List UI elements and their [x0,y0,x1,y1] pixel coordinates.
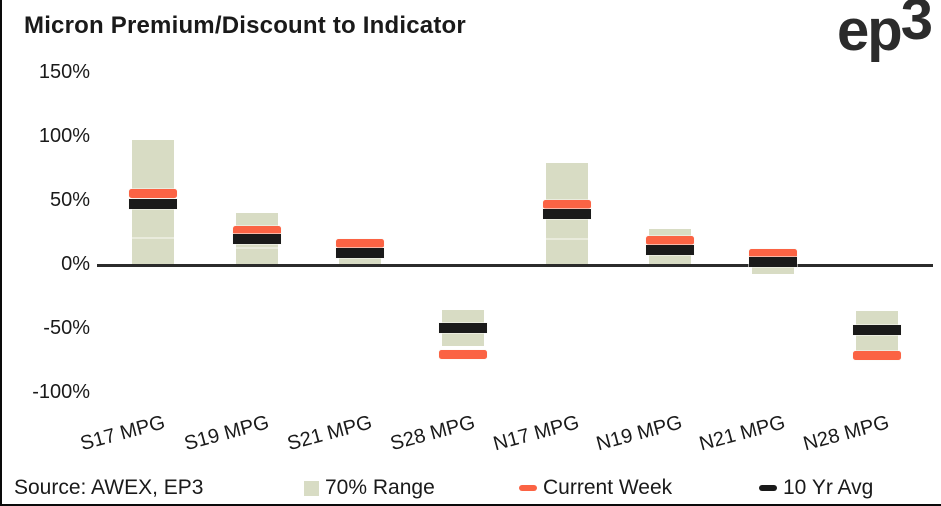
x-axis-label-s17-mpg: S17 MPG [78,411,168,456]
current-week-marker [853,351,901,361]
ep3-logo: ep3 [837,0,933,66]
ten-yr-avg-marker [336,248,384,259]
current-week-marker [233,225,281,235]
y-axis-label: 150% [38,61,90,83]
range-divider [132,236,174,239]
y-axis-label: -100% [32,381,90,403]
x-axis-line [97,263,933,267]
x-axis-label-s21-mpg: S21 MPG [285,411,375,456]
current-week-marker [129,188,177,198]
x-axis-label-n28-mpg: N28 MPG [801,411,892,456]
legend-label-current-week: Current Week [543,476,673,499]
current-week-swatch [519,485,537,491]
ten-yr-avg-marker [749,257,797,268]
logo-3: 3 [900,0,933,52]
current-week-marker [336,238,384,248]
current-week-marker [439,350,487,360]
ten-yr-avg-marker [233,234,281,245]
legend-item-10yr-avg: 10 Yr Avg [759,476,873,500]
x-axis-label-s28-mpg: S28 MPG [388,411,478,456]
y-axis-label: 50% [49,189,90,211]
x-axis-label-n21-mpg: N21 MPG [697,411,788,456]
page-title: Micron Premium/Discount to Indicator [24,12,466,39]
current-week-marker [749,248,797,258]
range-bar-n21-mpg [752,265,794,274]
current-week-marker [646,236,694,246]
y-axis-label: -50% [43,317,90,339]
legend-item-current-week: Current Week [519,476,672,500]
range-divider [546,238,588,241]
x-axis-label-n17-mpg: N17 MPG [491,411,582,456]
range-divider [236,247,278,250]
ten-yr-avg-marker [129,198,177,209]
legend-label-range: 70% Range [325,476,435,499]
y-axis-label: 0% [61,253,90,275]
x-axis-label-n19-mpg: N19 MPG [594,411,685,456]
current-week-marker [543,200,591,210]
logo-ep: ep [837,0,903,63]
source-text: Source: AWEX, EP3 [14,476,204,499]
ten-yr-avg-marker [853,325,901,336]
ten-yr-avg-swatch [759,485,777,491]
y-axis-label: 100% [38,125,90,147]
x-axis-label-s19-mpg: S19 MPG [182,411,272,456]
legend-item-range: 70% Range [304,476,435,500]
ten-yr-avg-marker [543,208,591,219]
plot-area: 150% 100% 50% 0% -50% -100% S17 MPG S19 MPG S21 … [2,0,941,460]
ten-yr-avg-marker [646,244,694,255]
ten-yr-avg-marker [439,322,487,333]
legend-label-10yr-avg: 10 Yr Avg [783,476,874,499]
range-swatch [304,480,319,496]
